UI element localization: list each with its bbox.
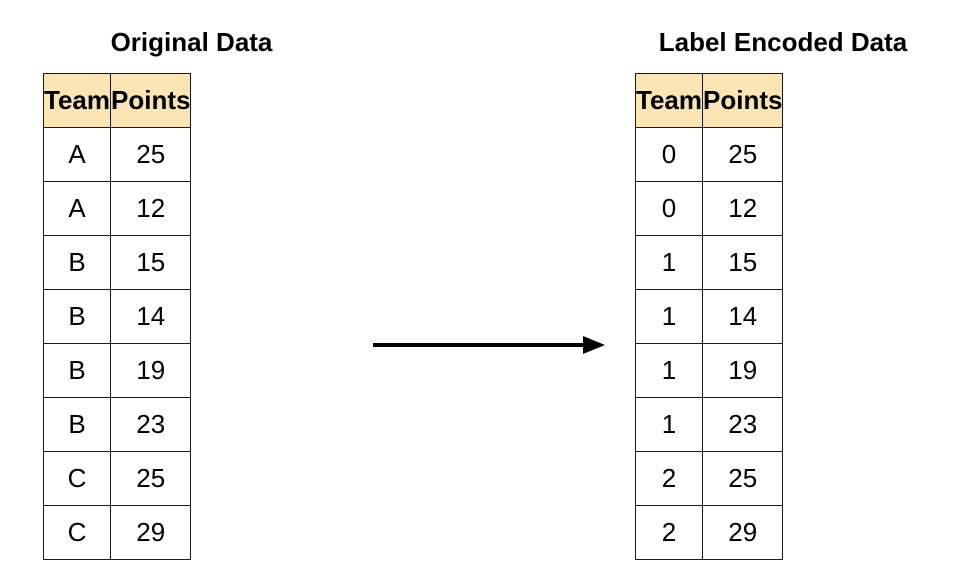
table-row: B 14	[43, 289, 192, 344]
arrow-head	[583, 336, 605, 354]
points-cell: 12	[109, 181, 192, 236]
column-header-team: Team	[43, 73, 111, 128]
team-cell: 1	[635, 343, 703, 398]
points-cell: 14	[109, 289, 192, 344]
table-header-row: Team Points	[635, 73, 784, 128]
team-cell: B	[43, 397, 111, 452]
points-cell: 19	[109, 343, 192, 398]
points-cell: 25	[701, 451, 784, 506]
team-cell: 0	[635, 127, 703, 182]
points-cell: 23	[701, 397, 784, 452]
team-cell: C	[43, 451, 111, 506]
points-cell: 15	[109, 235, 192, 290]
points-cell: 25	[109, 127, 192, 182]
table-row: C 29	[43, 505, 192, 560]
original-data-title: Original Data	[110, 27, 273, 57]
table-row: 1 19	[635, 343, 784, 398]
team-cell: 1	[635, 235, 703, 290]
table-row: 1 14	[635, 289, 784, 344]
label-encoded-data-table: Team Points 0 25 0 12 1 15 1 14 1	[635, 73, 784, 560]
team-cell: 1	[635, 289, 703, 344]
team-cell: B	[43, 343, 111, 398]
column-header-team: Team	[635, 73, 703, 128]
table-row: 0 12	[635, 181, 784, 236]
table-row: 1 23	[635, 397, 784, 452]
label-encoded-data-title: Label Encoded Data	[658, 27, 908, 57]
points-cell: 14	[701, 289, 784, 344]
table-row: B 19	[43, 343, 192, 398]
table-row: 2 29	[635, 505, 784, 560]
table-row: 0 25	[635, 127, 784, 182]
team-cell: B	[43, 289, 111, 344]
table-row: C 25	[43, 451, 192, 506]
points-cell: 29	[701, 505, 784, 560]
team-cell: B	[43, 235, 111, 290]
table-row: A 12	[43, 181, 192, 236]
table-row: 2 25	[635, 451, 784, 506]
team-cell: 2	[635, 451, 703, 506]
points-cell: 15	[701, 235, 784, 290]
table-row: 1 15	[635, 235, 784, 290]
table-header-row: Team Points	[43, 73, 192, 128]
team-cell: C	[43, 505, 111, 560]
team-cell: 2	[635, 505, 703, 560]
right-arrow-icon	[373, 336, 605, 354]
table-row: A 25	[43, 127, 192, 182]
table-row: B 23	[43, 397, 192, 452]
points-cell: 25	[109, 451, 192, 506]
column-header-points: Points	[109, 73, 192, 128]
points-cell: 23	[109, 397, 192, 452]
points-cell: 25	[701, 127, 784, 182]
team-cell: A	[43, 181, 111, 236]
original-data-table: Team Points A 25 A 12 B 15 B 14 B	[43, 73, 192, 560]
team-cell: A	[43, 127, 111, 182]
column-header-points: Points	[701, 73, 784, 128]
points-cell: 19	[701, 343, 784, 398]
team-cell: 1	[635, 397, 703, 452]
table-row: B 15	[43, 235, 192, 290]
team-cell: 0	[635, 181, 703, 236]
points-cell: 12	[701, 181, 784, 236]
points-cell: 29	[109, 505, 192, 560]
